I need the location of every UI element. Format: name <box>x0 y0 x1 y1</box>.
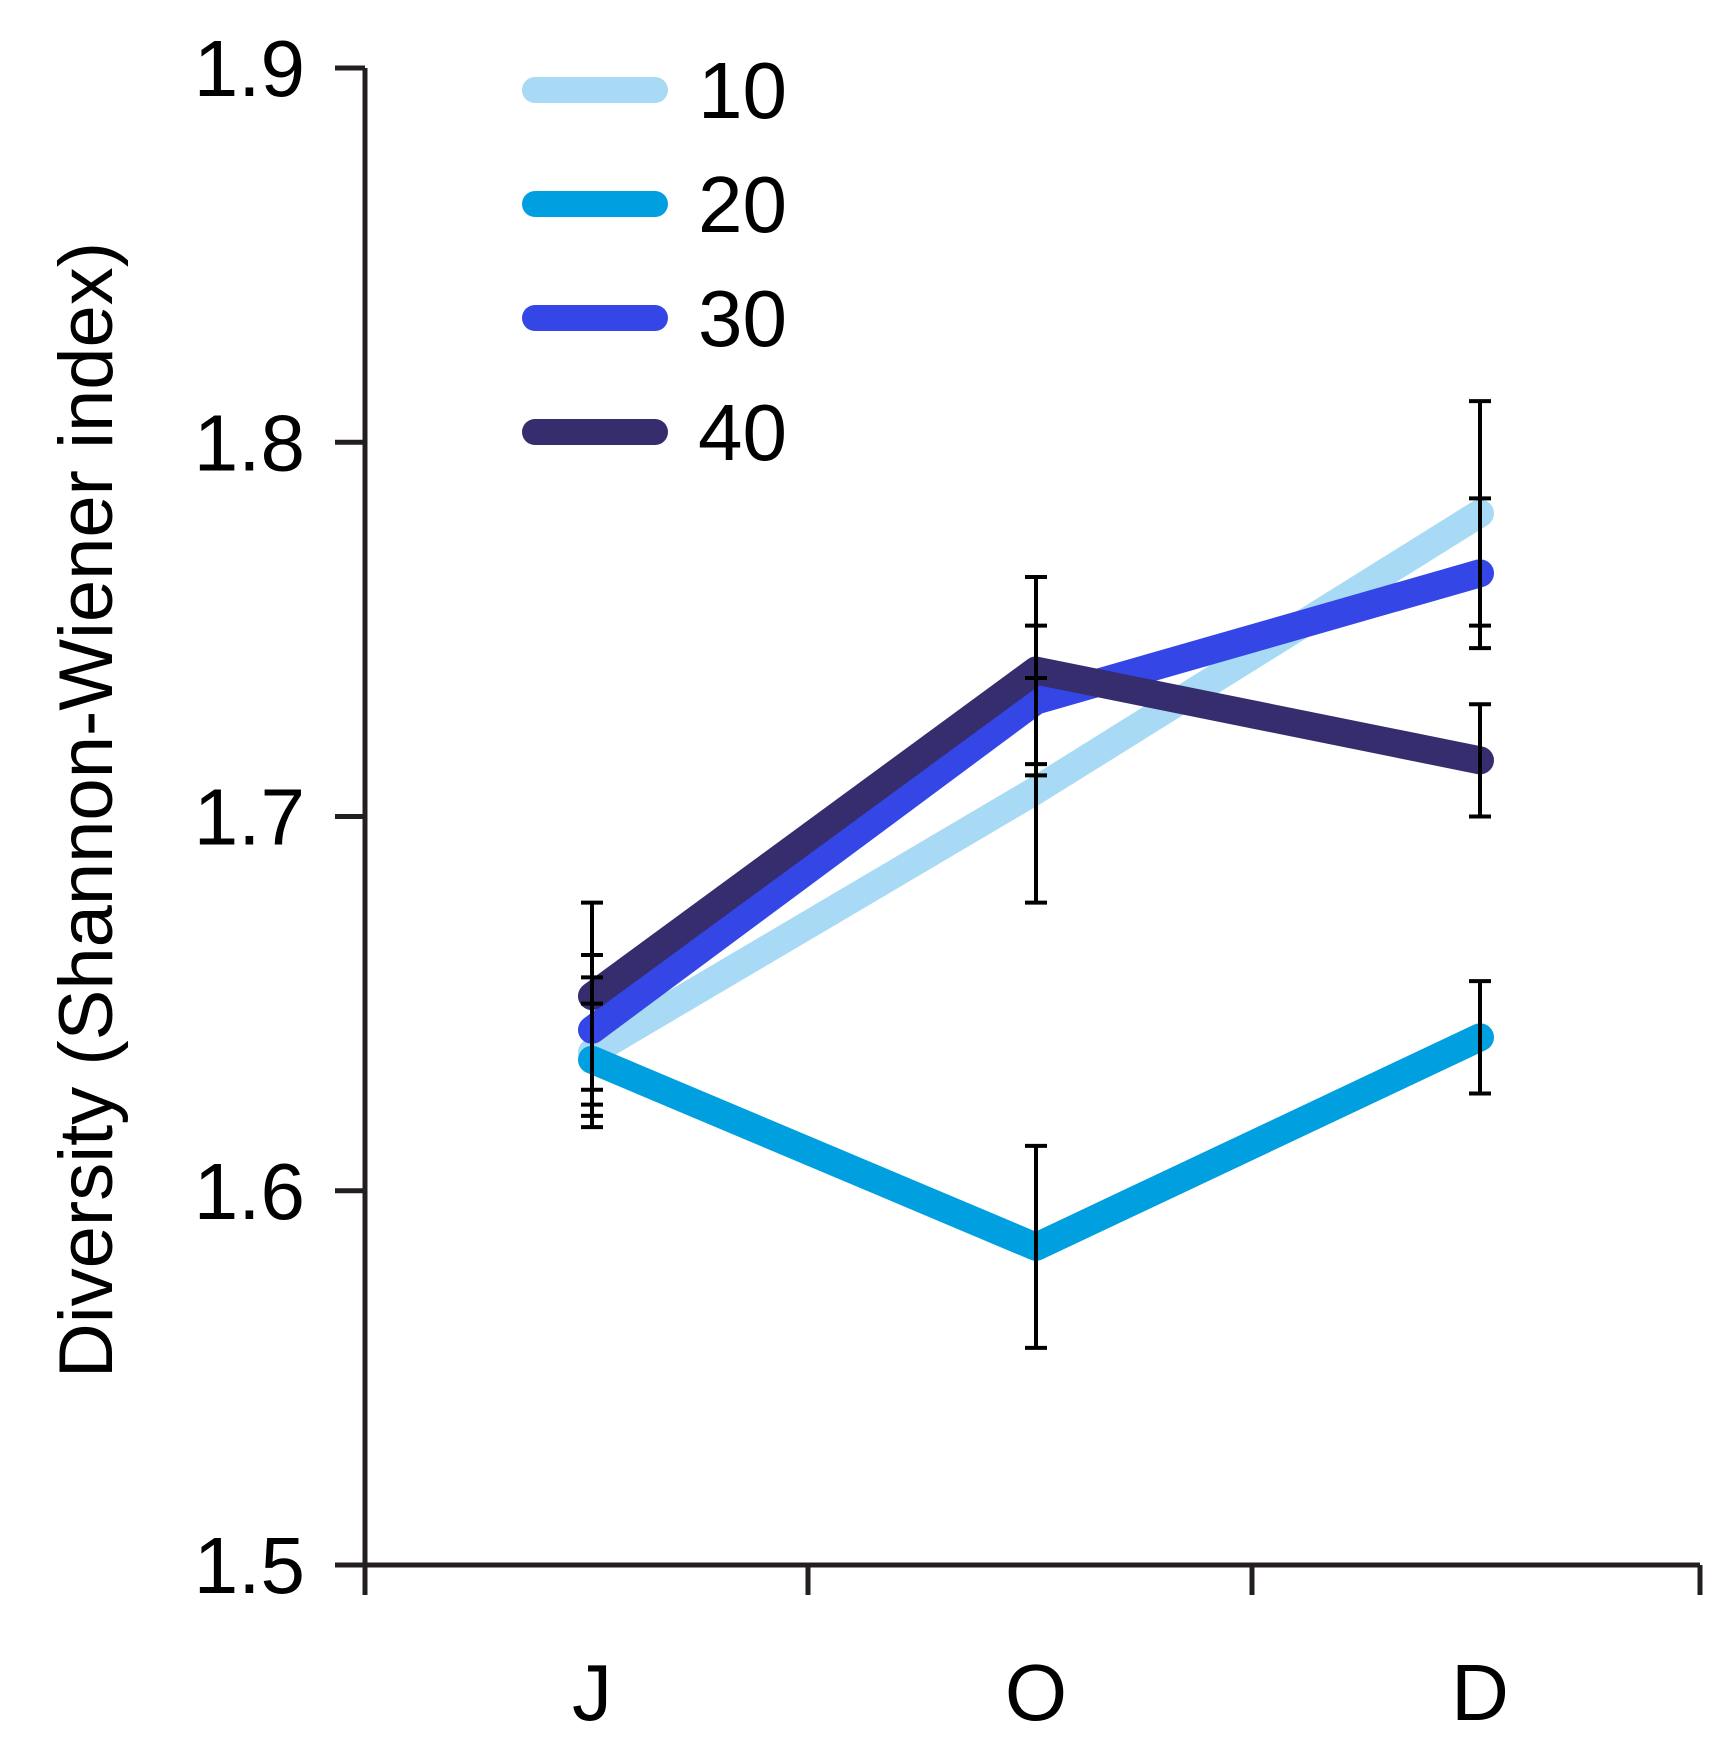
error-bar-layer <box>581 399 1491 1350</box>
x-category-label: O <box>1005 1648 1067 1737</box>
error-bar-40 <box>1025 574 1047 767</box>
error-bar-40 <box>581 900 603 1092</box>
legend-label: 20 <box>698 160 787 249</box>
legend: 10 20 30 40 <box>522 46 787 477</box>
x-category-label: J <box>572 1648 612 1737</box>
y-tick-label: 1.8 <box>194 398 305 487</box>
y-axis-label: Diversity (Shannon-Wiener index) <box>44 242 129 1378</box>
error-bar-30 <box>1469 496 1491 651</box>
legend-item-40: 40 <box>522 388 787 477</box>
legend-item-20: 20 <box>522 160 787 249</box>
axes-layer: 1.5 1.6 1.7 1.8 1.9 J O D <box>194 24 1703 1737</box>
y-tick-label: 1.5 <box>194 1521 305 1610</box>
legend-item-30: 30 <box>522 274 787 363</box>
y-tick-label: 1.9 <box>194 24 305 113</box>
y-tick-label: 1.7 <box>194 773 305 862</box>
y-tick-label: 1.6 <box>194 1147 305 1236</box>
legend-item-10: 10 <box>522 46 787 135</box>
x-category-label: D <box>1451 1648 1509 1737</box>
error-bar-20 <box>1469 979 1491 1096</box>
legend-label: 10 <box>698 46 787 135</box>
legend-label: 40 <box>698 388 787 477</box>
error-bar-40 <box>1469 702 1491 819</box>
legend-label: 30 <box>698 274 787 363</box>
error-bar-20 <box>1025 1143 1047 1350</box>
